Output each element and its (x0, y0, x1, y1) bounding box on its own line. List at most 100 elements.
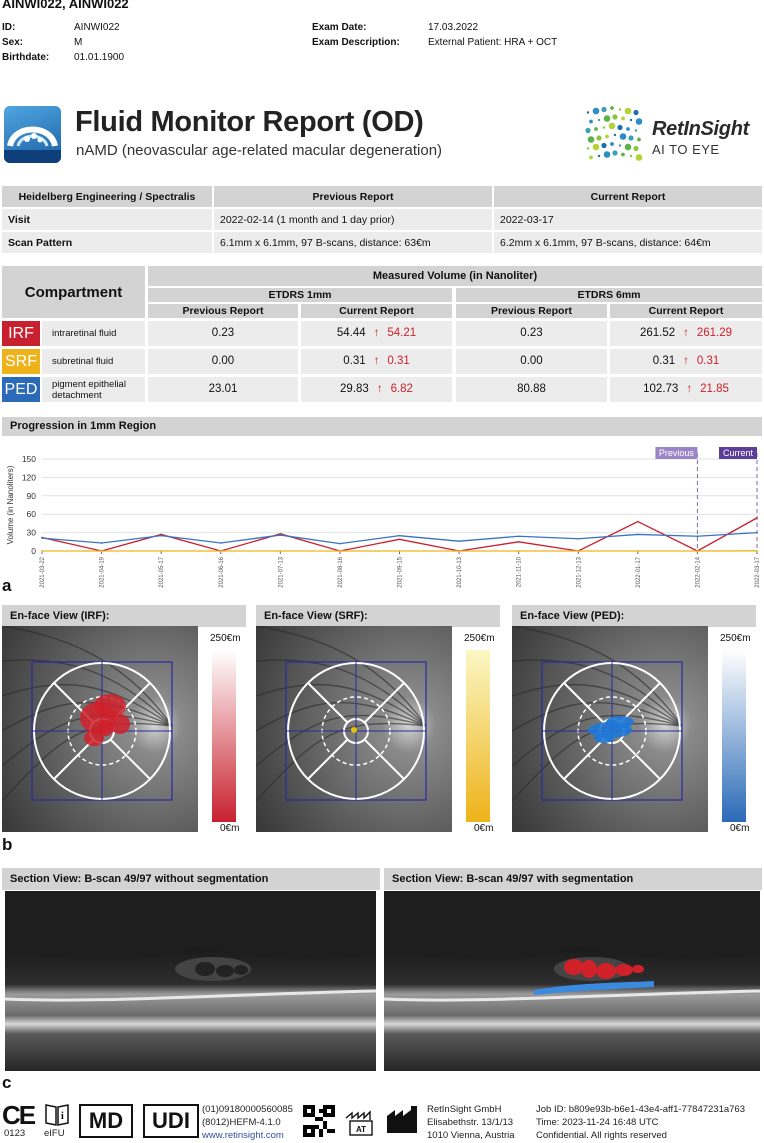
exam-date-value: 17.03.2022 (428, 22, 478, 33)
data-point (41, 550, 43, 552)
section-left-title: Section View: B-scan 49/97 without segme… (2, 868, 380, 890)
compartment-code-srf: SRF (2, 349, 40, 374)
data-point (220, 542, 222, 544)
svg-text:i: i (61, 1111, 64, 1122)
change-value: 21.85 (700, 383, 729, 395)
increase-arrow-icon: ↑ (377, 383, 383, 395)
etdrs1-previous-value: 0.00 (148, 349, 298, 374)
x-tick-label: 2021-08-16 (338, 556, 344, 587)
birthdate-label: Birthdate: (2, 50, 74, 65)
patient-name: AINWI022, AINWI022 (2, 0, 129, 11)
measured-volume-header: Measured Volume (in Nanoliter) (148, 266, 762, 286)
retinsight-logo-icon (580, 102, 644, 167)
etdrs-6mm-header: ETDRS 6mm (456, 288, 762, 302)
current-value: 0.31 (343, 355, 365, 367)
data-point (756, 550, 758, 552)
birthdate-value: 01.01.1900 (74, 52, 124, 63)
change-value: 0.31 (697, 355, 719, 367)
previous-report-header: Previous Report (214, 186, 492, 207)
progression-title: Progression in 1mm Region (2, 417, 762, 436)
job-time: Time: 2023-11-24 16:48 UTC (536, 1116, 745, 1129)
data-point (160, 550, 162, 552)
etdrs6-previous-header: Previous Report (456, 304, 607, 318)
data-point (399, 539, 401, 541)
exam-desc-label: Exam Description: (312, 35, 428, 50)
etdrs6-current-cell: 0.31↑0.31 (610, 349, 762, 374)
colorbar (212, 650, 236, 822)
change-value: 54.21 (387, 327, 416, 339)
sex-value: M (74, 37, 82, 48)
md-icon: MD (79, 1104, 133, 1138)
data-point (518, 541, 520, 543)
change-value: 261.29 (697, 327, 732, 339)
sex-label: Sex: (2, 35, 74, 50)
data-point (697, 535, 699, 537)
data-point (518, 550, 520, 552)
scan-pattern-label: Scan Pattern (2, 232, 212, 253)
x-tick-label: 2021-12-13 (576, 556, 582, 587)
colorbar-min: 0€m (220, 823, 239, 834)
udi-codes: (01)09180000560085 (8012)HEFM-4.1.0 www.… (202, 1103, 293, 1142)
report-subtitle: nAMD (neovascular age-related macular de… (76, 142, 442, 159)
colorbar (466, 650, 490, 822)
etdrs6-current-header: Current Report (610, 304, 762, 318)
visit-previous: 2022-02-14 (1 month and 1 day prior) (214, 209, 492, 230)
marker-label: Previous (659, 448, 695, 458)
colorbar-max: 250€m (210, 633, 241, 644)
scan-pattern-current: 6.2mm x 6.1mm, 97 B-scans, distance: 64€… (494, 232, 762, 253)
data-point (280, 550, 282, 552)
current-value: 0.31 (653, 355, 675, 367)
etdrs1-previous-header: Previous Report (148, 304, 298, 318)
manufacturer-icon (386, 1104, 422, 1139)
data-point (458, 540, 460, 542)
id-value: AINWI022 (74, 22, 120, 33)
increase-arrow-icon: ↑ (686, 383, 692, 395)
data-point (399, 535, 401, 537)
x-tick-label: 2021-10-13 (457, 556, 463, 587)
report-title: Fluid Monitor Report (OD) (75, 106, 424, 139)
data-point (756, 532, 758, 534)
colorbar-min: 0€m (474, 823, 493, 834)
id-label: ID: (2, 20, 74, 35)
visit-table: Heidelberg Engineering / Spectralis Prev… (0, 184, 764, 255)
data-point (458, 550, 460, 552)
increase-arrow-icon: ↑ (374, 355, 380, 367)
exam-date-label: Exam Date: (312, 20, 428, 35)
data-point (756, 517, 758, 519)
x-tick-label: 2021-04-19 (100, 556, 106, 587)
increase-arrow-icon: ↑ (374, 327, 380, 339)
marker-label: Current (723, 448, 754, 458)
colorbar-max: 250€m (464, 633, 495, 644)
etdrs1-current-cell: 0.31↑0.31 (301, 349, 452, 374)
visit-label: Visit (2, 209, 212, 230)
manufacturer-address: RetInSight GmbH Elisabethstr. 13/1/13 10… (427, 1103, 515, 1142)
data-point (637, 550, 639, 552)
change-value: 6.82 (391, 383, 413, 395)
y-tick-label: 0 (31, 546, 36, 556)
data-point (101, 550, 103, 552)
etdrs6-previous-value: 0.00 (456, 349, 607, 374)
enface-image (2, 626, 252, 834)
current-value: 102.73 (643, 383, 678, 395)
current-value: 54.44 (337, 327, 366, 339)
panel-label-c: c (2, 1073, 11, 1093)
brand-tagline: AI TO EYE (652, 142, 720, 157)
data-point (41, 537, 43, 539)
current-value: 261.52 (640, 327, 675, 339)
etdrs1-current-cell: 29.83↑6.82 (301, 377, 452, 402)
patient-info-right: Exam Date:17.03.2022 Exam Description:Ex… (312, 20, 557, 50)
compartment-code-irf: IRF (2, 321, 40, 346)
bscan-with-segmentation (384, 891, 760, 1071)
ce-number: 0123 (4, 1127, 25, 1140)
data-point (577, 550, 579, 552)
job-id: Job ID: b809e93b-b6e1-43e4-aff1-77847231… (536, 1103, 745, 1116)
compartment-code-ped: PED (2, 377, 40, 402)
data-point (637, 521, 639, 523)
etdrs1-previous-value: 0.23 (148, 321, 298, 346)
data-point (160, 535, 162, 537)
enface-title: En-face View (IRF): (2, 605, 246, 627)
compartment-desc-srf: subretinal fluid (42, 349, 145, 374)
company-city: 1010 Vienna, Austria (427, 1129, 515, 1142)
eifu-label: eIFU (44, 1127, 65, 1140)
